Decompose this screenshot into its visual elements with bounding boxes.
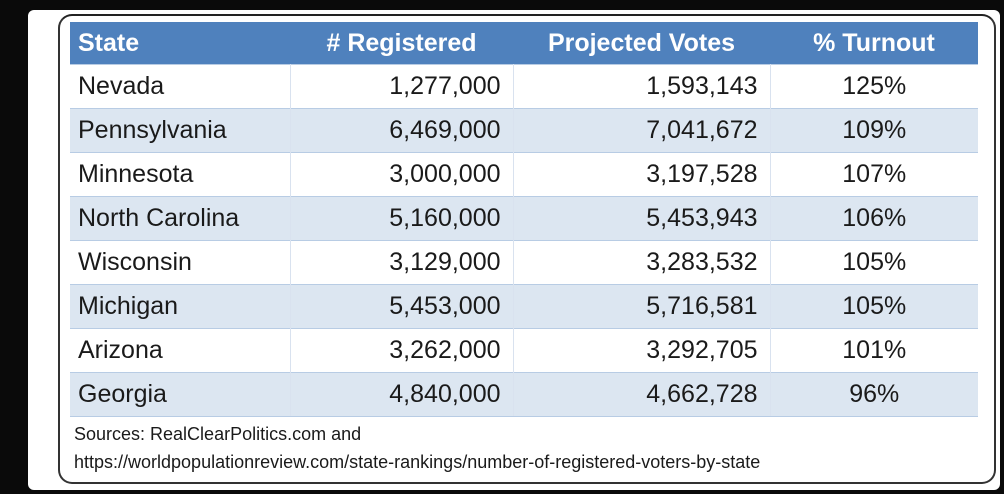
cell-turnout: 109%	[770, 108, 978, 153]
header-registered: # Registered	[290, 22, 513, 65]
cell-projected: 1,593,143	[513, 64, 771, 109]
table-row: Pennsylvania 6,469,000 7,041,672 109%	[70, 108, 978, 153]
cell-registered: 3,000,000	[290, 152, 514, 197]
turnout-table: State # Registered Projected Votes % Tur…	[70, 22, 978, 417]
cell-registered: 1,277,000	[290, 64, 514, 109]
sources-line-1: Sources: RealClearPolitics.com and	[74, 424, 362, 444]
header-turnout: % Turnout	[770, 22, 978, 65]
cell-projected: 3,197,528	[513, 152, 771, 197]
cell-turnout: 105%	[770, 284, 978, 329]
cell-registered: 3,262,000	[290, 328, 514, 373]
cell-registered: 5,453,000	[290, 284, 514, 329]
table-row: Minnesota 3,000,000 3,197,528 107%	[70, 152, 978, 197]
table-row: Arizona 3,262,000 3,292,705 101%	[70, 328, 978, 373]
cell-turnout: 125%	[770, 64, 978, 109]
cell-state: Georgia	[70, 372, 291, 417]
cell-state: Wisconsin	[70, 240, 291, 285]
cell-state: Pennsylvania	[70, 108, 291, 153]
table-frame	[58, 14, 996, 484]
table-row: Michigan 5,453,000 5,716,581 105%	[70, 284, 978, 329]
cell-registered: 4,840,000	[290, 372, 514, 417]
cell-projected: 4,662,728	[513, 372, 771, 417]
cell-state: North Carolina	[70, 196, 291, 241]
header-projected: Projected Votes	[513, 22, 770, 65]
cell-turnout: 105%	[770, 240, 978, 285]
table-row: Wisconsin 3,129,000 3,283,532 105%	[70, 240, 978, 285]
cell-registered: 5,160,000	[290, 196, 514, 241]
cell-state: Michigan	[70, 284, 291, 329]
cell-turnout: 96%	[770, 372, 978, 417]
cell-turnout: 106%	[770, 196, 978, 241]
cell-registered: 3,129,000	[290, 240, 514, 285]
cell-projected: 7,041,672	[513, 108, 771, 153]
cell-state: Arizona	[70, 328, 291, 373]
cell-turnout: 107%	[770, 152, 978, 197]
cell-projected: 5,716,581	[513, 284, 771, 329]
table-row: North Carolina 5,160,000 5,453,943 106%	[70, 196, 978, 241]
header-row: State # Registered Projected Votes % Tur…	[70, 22, 978, 65]
cell-turnout: 101%	[770, 328, 978, 373]
header-state: State	[70, 22, 290, 65]
table-row: Georgia 4,840,000 4,662,728 96%	[70, 372, 978, 417]
sources: Sources: RealClearPolitics.com and https…	[74, 420, 760, 476]
cell-state: Minnesota	[70, 152, 291, 197]
sources-line-2: https://worldpopulationreview.com/state-…	[74, 452, 761, 472]
cell-registered: 6,469,000	[290, 108, 514, 153]
cell-projected: 3,292,705	[513, 328, 771, 373]
cell-projected: 5,453,943	[513, 196, 771, 241]
cell-state: Nevada	[70, 64, 291, 109]
cell-projected: 3,283,532	[513, 240, 771, 285]
table-row: Nevada 1,277,000 1,593,143 125%	[70, 64, 978, 109]
